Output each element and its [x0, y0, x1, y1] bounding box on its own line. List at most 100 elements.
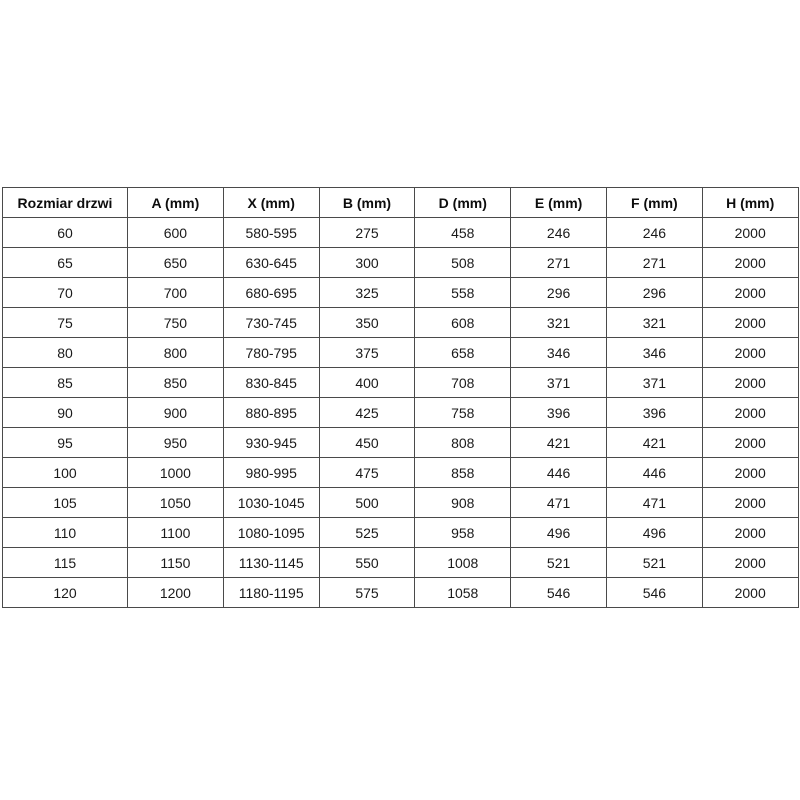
- table-cell: 2000: [701, 577, 799, 608]
- table-cell: 1008: [414, 547, 512, 578]
- table-cell: 471: [605, 487, 703, 518]
- column-header-x-mm: X (mm): [222, 187, 320, 218]
- table-cell: 630-645: [222, 247, 320, 278]
- table-cell: 1130-1145: [222, 547, 320, 578]
- table-cell: 95: [2, 427, 128, 458]
- table-cell: 521: [510, 547, 607, 578]
- table-cell: 496: [605, 517, 703, 548]
- table-cell: 2000: [701, 427, 799, 458]
- table-cell: 546: [605, 577, 703, 608]
- table-cell: 275: [318, 217, 416, 248]
- table-cell: 371: [510, 367, 607, 398]
- table-cell: 346: [510, 337, 607, 368]
- table-cell: 558: [414, 277, 512, 308]
- table-cell: 1000: [127, 457, 224, 488]
- table-cell: 521: [605, 547, 703, 578]
- column-header-a-mm: A (mm): [127, 187, 224, 218]
- table-cell: 1030-1045: [222, 487, 320, 518]
- table-cell: 425: [318, 397, 416, 428]
- table-row: 85 850 830-845 400 708 371 371 2000: [2, 367, 799, 398]
- table-cell: 458: [414, 217, 512, 248]
- table-cell: 546: [510, 577, 607, 608]
- table-body: 60 600 580-595 275 458 246 246 2000 65 650 630-645…: [2, 217, 799, 608]
- table-cell: 808: [414, 427, 512, 458]
- table-row: 80 800 780-795 375 658 346 346 2000: [2, 337, 799, 368]
- table-cell: 321: [510, 307, 607, 338]
- table-cell: 950: [127, 427, 224, 458]
- table-row: 70 700 680-695 325 558 296 296 2000: [2, 277, 799, 308]
- table-row: 75 750 730-745 350 608 321 321 2000: [2, 307, 799, 338]
- table-cell: 500: [318, 487, 416, 518]
- table-cell: 100: [2, 457, 128, 488]
- door-size-table: Rozmiar drzwi A (mm) X (mm) B (mm) D (mm…: [2, 187, 799, 608]
- table-row: 120 1200 1180-1195 575 1058 546 546 2000: [2, 577, 799, 608]
- table-cell: 780-795: [222, 337, 320, 368]
- table-cell: 471: [510, 487, 607, 518]
- table-cell: 1050: [127, 487, 224, 518]
- table-cell: 446: [605, 457, 703, 488]
- table-cell: 2000: [701, 367, 799, 398]
- table-row: 115 1150 1130-1145 550 1008 521 521 2000: [2, 547, 799, 578]
- column-header-rozmiar-drzwi: Rozmiar drzwi: [2, 187, 128, 218]
- table-cell: 246: [510, 217, 607, 248]
- table-cell: 75: [2, 307, 128, 338]
- table-row: 105 1050 1030-1045 500 908 471 471 2000: [2, 487, 799, 518]
- table-cell: 496: [510, 517, 607, 548]
- table-cell: 2000: [701, 247, 799, 278]
- column-header-d-mm: D (mm): [414, 187, 512, 218]
- table-cell: 1080-1095: [222, 517, 320, 548]
- table-cell: 350: [318, 307, 416, 338]
- table-cell: 120: [2, 577, 128, 608]
- table-cell: 396: [510, 397, 607, 428]
- table-cell: 421: [605, 427, 703, 458]
- table-cell: 800: [127, 337, 224, 368]
- table-cell: 296: [605, 277, 703, 308]
- column-header-h-mm: H (mm): [701, 187, 799, 218]
- table-cell: 858: [414, 457, 512, 488]
- table-cell: 70: [2, 277, 128, 308]
- table-cell: 1058: [414, 577, 512, 608]
- table-row: 95 950 930-945 450 808 421 421 2000: [2, 427, 799, 458]
- table-cell: 475: [318, 457, 416, 488]
- table-cell: 880-895: [222, 397, 320, 428]
- table-cell: 2000: [701, 517, 799, 548]
- table-cell: 2000: [701, 307, 799, 338]
- table-cell: 550: [318, 547, 416, 578]
- table-row: 65 650 630-645 300 508 271 271 2000: [2, 247, 799, 278]
- table-cell: 830-845: [222, 367, 320, 398]
- table-cell: 708: [414, 367, 512, 398]
- table-cell: 980-995: [222, 457, 320, 488]
- table-cell: 271: [605, 247, 703, 278]
- table-cell: 321: [605, 307, 703, 338]
- table-cell: 575: [318, 577, 416, 608]
- table-cell: 60: [2, 217, 128, 248]
- table-cell: 1150: [127, 547, 224, 578]
- table-cell: 2000: [701, 337, 799, 368]
- table-cell: 2000: [701, 277, 799, 308]
- table-cell: 396: [605, 397, 703, 428]
- table-cell: 658: [414, 337, 512, 368]
- table-cell: 246: [605, 217, 703, 248]
- table-cell: 650: [127, 247, 224, 278]
- table-cell: 300: [318, 247, 416, 278]
- table-cell: 700: [127, 277, 224, 308]
- table-cell: 115: [2, 547, 128, 578]
- column-header-f-mm: F (mm): [605, 187, 703, 218]
- table-cell: 110: [2, 517, 128, 548]
- table-cell: 1100: [127, 517, 224, 548]
- table-cell: 371: [605, 367, 703, 398]
- table-cell: 908: [414, 487, 512, 518]
- table-header-row: Rozmiar drzwi A (mm) X (mm) B (mm) D (mm…: [2, 187, 799, 218]
- table-cell: 2000: [701, 487, 799, 518]
- table-cell: 730-745: [222, 307, 320, 338]
- table-cell: 930-945: [222, 427, 320, 458]
- table-cell: 1200: [127, 577, 224, 608]
- table-cell: 105: [2, 487, 128, 518]
- table-cell: 450: [318, 427, 416, 458]
- table-cell: 608: [414, 307, 512, 338]
- table-cell: 65: [2, 247, 128, 278]
- table-cell: 900: [127, 397, 224, 428]
- table-cell: 1180-1195: [222, 577, 320, 608]
- table-cell: 2000: [701, 217, 799, 248]
- table-cell: 375: [318, 337, 416, 368]
